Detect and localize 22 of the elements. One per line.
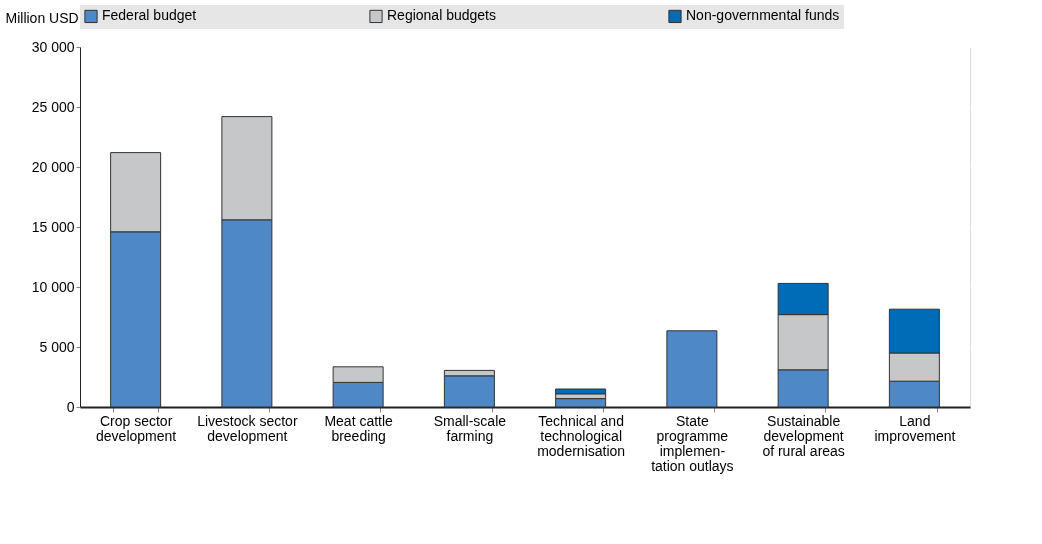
x-tick-label: Land improvement [874, 412, 956, 444]
legend-label: Regional budgets [387, 7, 496, 24]
x-tick-label: Crop sector development [96, 412, 177, 444]
x-tick-label: State programme implemen- tation outlays [651, 412, 734, 474]
y-tick-label: 10 000 [31, 278, 75, 295]
y-tick-label: 30 000 [31, 38, 75, 55]
y-tick-label: 5 000 [39, 338, 75, 355]
x-tick-label: Meat cattle breeding [324, 412, 394, 444]
y-tick-label: 0 [66, 398, 75, 415]
y-axis-title: Million USD [5, 9, 79, 26]
x-tick-label: Small-scale farming [433, 412, 507, 444]
y-tick-label: 20 000 [31, 158, 75, 175]
bar [555, 388, 607, 395]
y-tick-label: 25 000 [31, 98, 75, 115]
legend-label: Non-governmental funds [686, 7, 840, 24]
bar [666, 330, 718, 408]
x-tick-label: Sustainable development of rural areas [762, 412, 845, 459]
x-tick-label: Livestock sector development [197, 412, 298, 444]
y-tick-label: 15 000 [31, 218, 75, 235]
bar [555, 398, 607, 408]
x-tick-label: Technical and technological modernisation [537, 412, 626, 459]
legend-label: Federal budget [102, 7, 197, 24]
